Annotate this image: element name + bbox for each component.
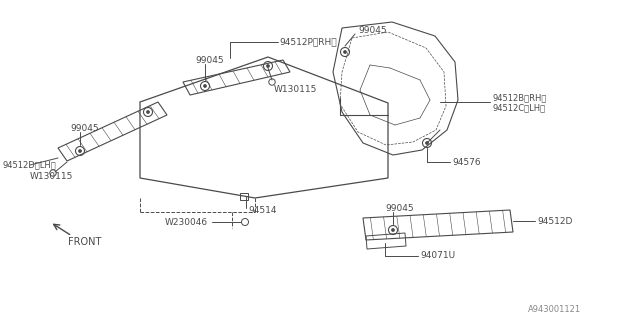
Text: 94512C〈LH〉: 94512C〈LH〉 xyxy=(492,103,545,113)
Text: 94512P〈RH〉: 94512P〈RH〉 xyxy=(279,37,337,46)
Text: 94512D〈LH〉: 94512D〈LH〉 xyxy=(2,161,56,170)
Circle shape xyxy=(344,51,346,53)
Text: 94576: 94576 xyxy=(452,157,481,166)
Circle shape xyxy=(79,149,81,153)
Circle shape xyxy=(204,84,207,87)
Text: 99045: 99045 xyxy=(195,55,223,65)
Text: W130115: W130115 xyxy=(30,172,74,180)
Circle shape xyxy=(392,228,394,231)
Circle shape xyxy=(266,65,269,68)
Circle shape xyxy=(426,141,429,145)
Text: 99045: 99045 xyxy=(358,26,387,35)
Text: 99045: 99045 xyxy=(70,124,99,132)
Text: A943001121: A943001121 xyxy=(528,306,581,315)
Text: 99045: 99045 xyxy=(385,204,413,212)
Text: 94512B〈RH〉: 94512B〈RH〉 xyxy=(492,93,547,102)
Text: W130115: W130115 xyxy=(274,84,317,93)
Text: 94071U: 94071U xyxy=(420,252,455,260)
Text: 94514: 94514 xyxy=(248,205,276,214)
Text: W230046: W230046 xyxy=(165,218,208,227)
Circle shape xyxy=(147,110,150,114)
Text: FRONT: FRONT xyxy=(68,237,101,247)
Text: 94512D: 94512D xyxy=(537,217,572,226)
